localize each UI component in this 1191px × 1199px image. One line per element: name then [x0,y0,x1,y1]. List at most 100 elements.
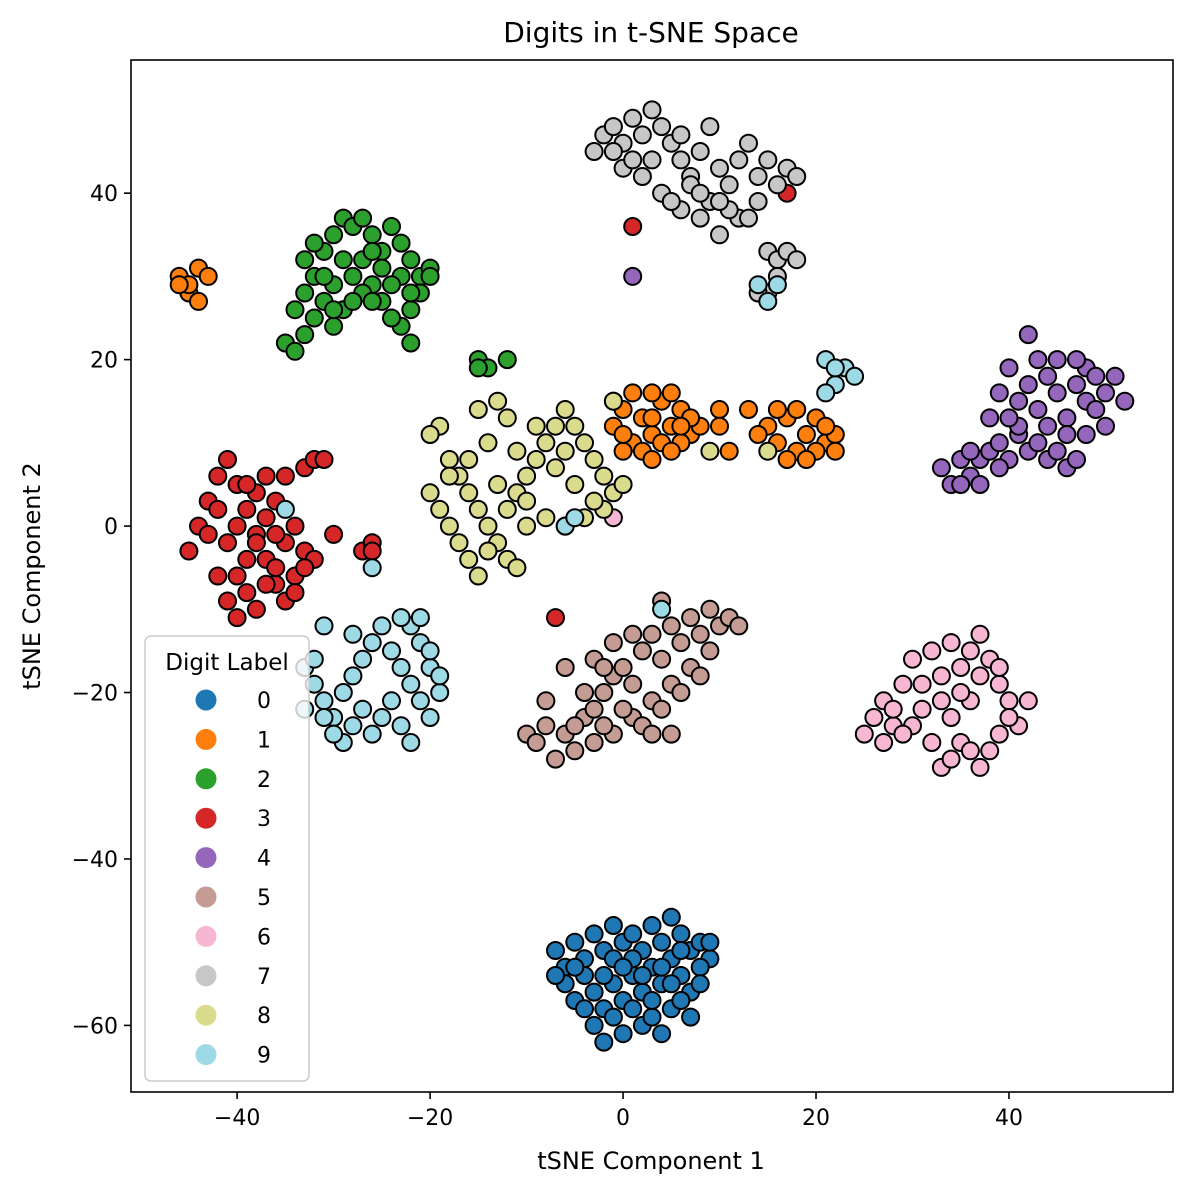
scatter-point-digit-6 [941,708,961,727]
scatter-point-digit-7 [671,150,691,170]
scatter-point-digit-7 [710,192,729,211]
scatter-point-digit-8 [488,475,508,494]
scatter-point-digit-3 [227,608,247,628]
scatter-point-digit-5 [555,658,575,677]
scatter-point-digit-4 [1086,400,1106,419]
scatter-point-digit-4 [1038,416,1058,436]
scatter-point-digit-1 [189,291,208,311]
scatter-point-digit-1 [613,441,633,461]
legend: Digit Label 0 1 2 3 4 5 6 7 8 9 [144,635,310,1082]
scatter-point-digit-7 [700,117,720,137]
scatter-point-digit-4 [1047,350,1067,370]
scatter-point-digit-9 [420,641,440,661]
scatter-point-digit-7 [787,167,807,186]
scatter-point-digit-6 [854,724,874,744]
scatter-point-digit-0 [652,957,672,977]
legend-marker-digit-3 [195,807,217,829]
scatter-point-digit-7 [623,150,643,170]
legend-label-digit-2: 2 [257,768,271,793]
scatter-point-digit-5 [526,733,546,752]
scatter-point-digit-0 [632,966,652,985]
scatter-point-digit-3 [246,599,266,619]
scatter-point-digit-1 [787,400,807,419]
scatter-point-digit-8 [555,400,575,419]
scatter-point-digit-4 [1028,400,1048,419]
scatter-point-digit-0 [700,932,720,952]
scatter-point-digit-4 [1096,416,1115,436]
scatter-point-digit-4 [1105,366,1125,386]
scatter-point-digit-1 [642,450,662,469]
scatter-point-digit-3 [237,499,257,519]
scatter-point-digit-8 [430,499,450,519]
scatter-point-digit-0 [575,999,594,1019]
scatter-point-digit-5 [681,608,701,628]
scatter-point-digit-8 [613,475,633,494]
scatter-point-digit-8 [478,541,498,561]
scatter-point-digit-8 [507,558,527,578]
scatter-point-digit-4 [1067,350,1086,370]
scatter-point-digit-4 [1038,366,1058,386]
legend-box [144,635,310,1082]
scatter-point-digit-8 [507,441,527,461]
scatter-point-digit-9 [362,724,382,744]
scatter-point-digit-9 [314,616,334,636]
scatter-point-digit-4 [1057,408,1077,428]
scatter-point-digit-4 [1028,350,1048,370]
scatter-point-digit-8 [459,450,479,469]
scatter-point-digit-6 [970,757,990,777]
scatter-point-digit-8 [546,458,565,478]
scatter-point-digit-4 [1086,366,1106,386]
scatter-point-digit-9 [372,708,392,727]
scatter-point-digit-4 [999,358,1019,378]
scatter-point-digit-6 [951,658,971,677]
scatter-point-digit-4 [999,408,1019,428]
scatter-point-digit-9 [748,275,768,295]
scatter-point-digit-0 [671,941,691,960]
scatter-point-digit-9 [420,708,440,727]
scatter-point-digit-8 [517,466,537,486]
scatter-point-digit-3 [285,583,305,603]
scatter-point-digit-2 [362,291,382,311]
x-tick-label: 40 [995,1106,1023,1131]
scatter-point-digit-0 [642,916,662,935]
legend-label-digit-8: 8 [257,1004,271,1029]
scatter-point-digit-3 [324,524,344,544]
scatter-point-digit-9 [314,708,334,727]
scatter-point-digit-0 [603,916,623,935]
scatter-point-digit-0 [584,982,604,1002]
scatter-point-digit-1 [710,400,729,419]
scatter-point-digit-4 [1028,433,1048,453]
scatter-point-digit-4 [1076,425,1096,444]
scatter-point-digit-0 [652,932,672,952]
y-axis-ticks: −60 −40 −20 0 20 40 [72,182,131,1039]
scatter-point-digit-7 [603,142,623,161]
scatter-point-digit-5 [690,624,710,644]
scatter-point-digit-9 [430,666,450,686]
scatter-point-digit-9 [430,683,450,702]
scatter-point-digit-1 [671,416,691,436]
legend-label-digit-9: 9 [257,1044,271,1069]
scatter-point-digit-7 [739,133,758,153]
scatter-point-digit-0 [652,1024,672,1044]
scatter-point-digit-3 [218,450,237,469]
scatter-point-digit-9 [362,558,382,578]
scatter-point-digit-8 [575,433,594,453]
legend-marker-digit-5 [195,886,217,908]
legend-marker-digit-4 [195,847,217,869]
scatter-point-digit-3 [208,566,228,586]
scatter-point-digit-2 [304,233,324,253]
scatter-point-digit-5 [661,616,681,636]
scatter-point-digit-2 [391,233,411,253]
scatter-point-digit-7 [642,150,662,170]
scatter-point-digit-5 [613,658,633,677]
scatter-point-digit-3 [295,558,315,578]
scatter-point-digit-7 [623,108,643,128]
scatter-point-digit-3 [218,533,237,553]
scatter-point-digit-2 [362,225,382,245]
scatter-point-digit-6 [960,741,980,761]
points-layer [169,100,1135,1052]
scatter-point-digit-2 [372,258,392,278]
scatter-point-digit-0 [642,1007,662,1027]
